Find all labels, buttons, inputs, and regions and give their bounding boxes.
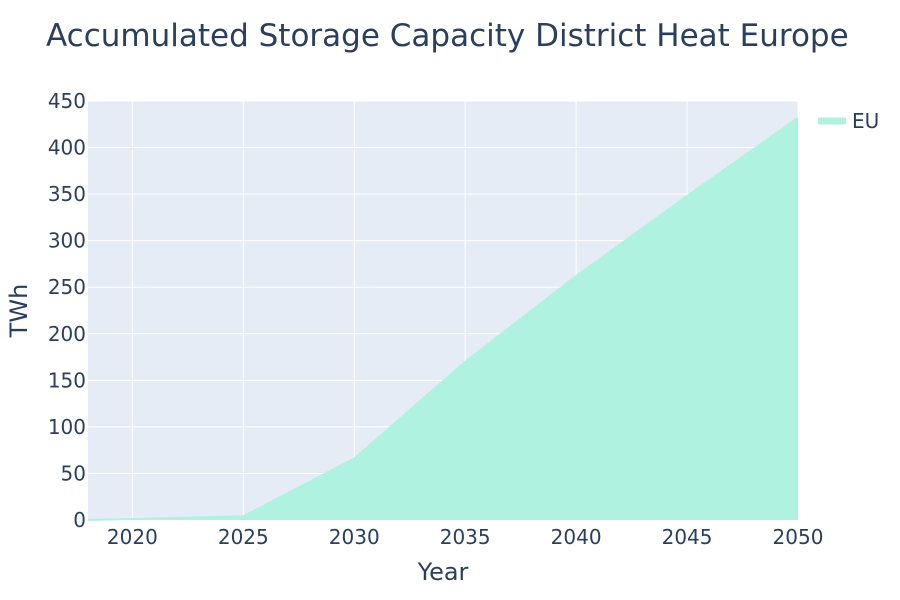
- y-tick-label: 250: [48, 275, 86, 299]
- series-layer: [87, 116, 799, 521]
- x-tick-label: 2035: [440, 525, 491, 549]
- x-axis-ticks: 2020 2025 2030 2035 2040 2045 2050: [107, 525, 824, 549]
- y-tick-label: 450: [48, 89, 86, 113]
- x-tick-label: 2040: [551, 525, 602, 549]
- x-tick-label: 2050: [773, 525, 824, 549]
- legend-label: EU: [852, 109, 879, 133]
- series-area-eu: [88, 117, 798, 520]
- y-tick-label: 350: [48, 182, 86, 206]
- legend[interactable]: EU: [818, 109, 879, 133]
- y-tick-label: 200: [48, 322, 86, 346]
- y-tick-label: 150: [48, 368, 86, 392]
- y-tick-label: 50: [61, 461, 86, 485]
- y-tick-label: 300: [48, 229, 86, 253]
- x-tick-label: 2025: [218, 525, 269, 549]
- y-tick-label: 400: [48, 136, 86, 160]
- x-tick-label: 2030: [329, 525, 380, 549]
- x-tick-label: 2045: [662, 525, 713, 549]
- y-axis-title: TWh: [5, 284, 33, 339]
- chart-title: Accumulated Storage Capacity District He…: [46, 18, 849, 54]
- x-tick-label: 2020: [107, 525, 158, 549]
- y-axis-ticks: 0 50 100 150 200 250 300 350 400 450: [48, 89, 86, 532]
- y-tick-label: 100: [48, 415, 86, 439]
- x-axis-title: Year: [417, 558, 469, 586]
- y-tick-label: 0: [73, 508, 86, 532]
